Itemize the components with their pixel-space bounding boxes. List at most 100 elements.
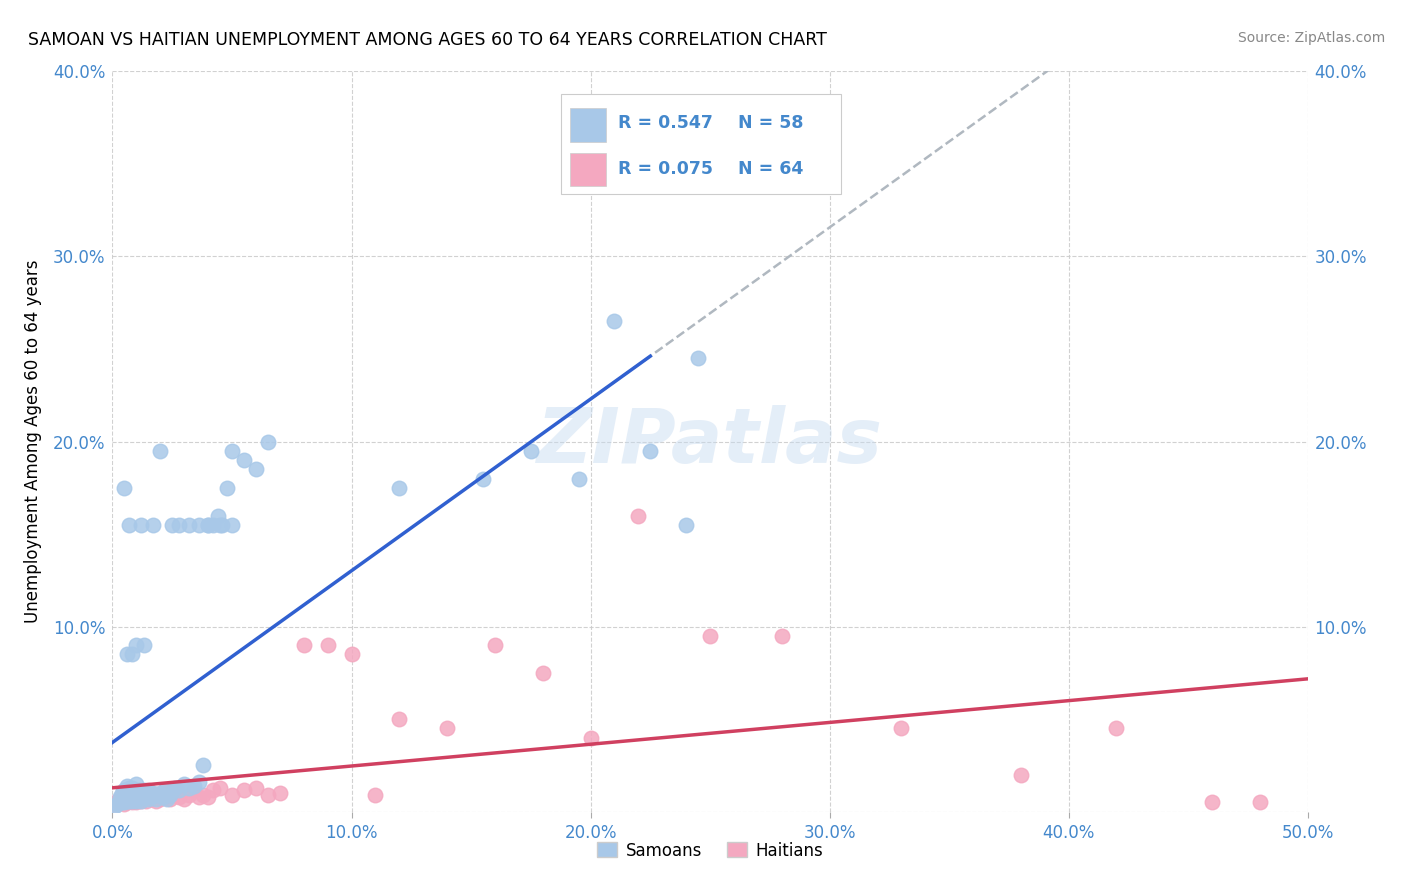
Point (688, 351, 710, 366)
Point (139, 789, 162, 804)
Point (675, 517, 697, 532)
Point (169, 517, 191, 532)
Point (245, 780, 267, 795)
Point (152, 786, 174, 800)
Point (125, 796, 148, 810)
Text: SAMOAN VS HAITIAN UNEMPLOYMENT AMONG AGES 60 TO 64 YEARS CORRELATION CHART: SAMOAN VS HAITIAN UNEMPLOYMENT AMONG AGE… (28, 31, 827, 49)
Point (105, 797, 128, 812)
Point (269, 786, 291, 800)
Point (138, 784, 160, 798)
Point (115, 796, 138, 810)
Point (132, 782, 155, 797)
Point (132, 784, 155, 798)
Point (201, 517, 224, 532)
Point (149, 791, 172, 805)
Point (209, 517, 232, 532)
Point (201, 782, 224, 797)
Point (183, 779, 205, 793)
Point (121, 788, 143, 802)
Point (1010, 767, 1032, 781)
Legend: Samoans, Haitians: Samoans, Haitians (591, 835, 830, 866)
Point (233, 782, 256, 797)
Point (187, 775, 209, 789)
Point (173, 777, 195, 791)
Point (122, 782, 145, 797)
Text: N = 64: N = 64 (738, 160, 803, 178)
Point (125, 638, 148, 652)
Point (163, 780, 186, 795)
Point (111, 788, 134, 802)
Point (138, 789, 160, 804)
Point (108, 796, 131, 810)
Point (531, 665, 554, 680)
Point (197, 517, 219, 532)
Point (129, 517, 152, 532)
Point (118, 517, 141, 532)
Point (118, 794, 141, 808)
Point (177, 517, 200, 532)
Point (132, 789, 155, 804)
Point (207, 508, 229, 523)
Point (187, 789, 209, 804)
Point (221, 443, 243, 458)
Point (162, 517, 183, 532)
Point (159, 791, 181, 805)
Point (115, 779, 138, 793)
Point (770, 629, 793, 643)
Text: ZIPatlas: ZIPatlas (537, 405, 883, 478)
Point (211, 517, 233, 532)
Point (221, 517, 243, 532)
Y-axis label: Unemployment Among Ages 60 to 64 years: Unemployment Among Ages 60 to 64 years (24, 260, 42, 624)
FancyBboxPatch shape (571, 108, 606, 142)
FancyBboxPatch shape (561, 94, 842, 194)
Point (520, 443, 543, 458)
Point (316, 638, 339, 652)
Point (114, 789, 135, 804)
Point (128, 791, 150, 805)
Point (114, 796, 135, 810)
Point (699, 629, 721, 643)
Text: Source: ZipAtlas.com: Source: ZipAtlas.com (1237, 31, 1385, 45)
Point (340, 648, 363, 662)
Point (115, 788, 138, 802)
Point (484, 638, 506, 652)
Point (233, 453, 256, 467)
Point (125, 794, 148, 808)
Point (108, 789, 131, 804)
Point (183, 782, 205, 797)
Point (627, 508, 650, 523)
Text: N = 58: N = 58 (738, 114, 803, 132)
Point (132, 791, 155, 805)
Point (129, 794, 152, 808)
Point (209, 780, 232, 795)
Point (152, 789, 174, 804)
Point (118, 780, 141, 795)
Point (169, 789, 191, 804)
Point (121, 780, 143, 795)
Point (125, 788, 148, 802)
Point (115, 788, 138, 802)
Point (145, 791, 167, 805)
Point (129, 784, 152, 798)
Point (146, 788, 169, 802)
Point (145, 794, 167, 808)
Point (132, 638, 155, 652)
Point (118, 788, 141, 802)
Point (114, 481, 135, 495)
Point (217, 481, 239, 495)
Point (187, 517, 209, 532)
Point (129, 794, 152, 808)
Point (149, 786, 172, 800)
Point (169, 782, 191, 797)
Point (118, 786, 141, 800)
Point (139, 791, 162, 805)
Point (197, 789, 219, 804)
Point (153, 782, 176, 797)
Point (890, 722, 912, 736)
Point (138, 782, 160, 797)
Point (153, 789, 176, 804)
Point (121, 794, 143, 808)
Point (245, 462, 267, 476)
Point (104, 799, 127, 814)
Point (1201, 796, 1223, 810)
